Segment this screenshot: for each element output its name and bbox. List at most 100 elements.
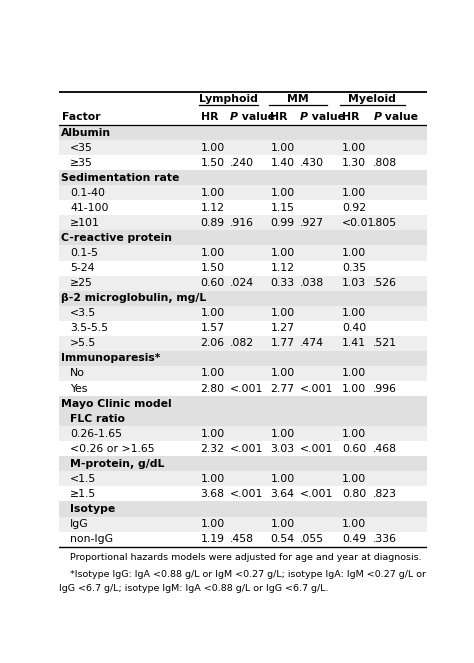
Text: .024: .024 xyxy=(230,278,254,288)
Text: 2.80: 2.80 xyxy=(201,384,225,394)
Bar xyxy=(59,396,427,411)
Bar xyxy=(59,140,427,155)
Bar xyxy=(59,109,427,125)
Text: 0.80: 0.80 xyxy=(342,489,366,499)
Text: 1.00: 1.00 xyxy=(271,369,295,379)
Text: 1.19: 1.19 xyxy=(201,534,225,544)
Text: 0.99: 0.99 xyxy=(271,218,295,228)
Bar xyxy=(59,471,427,487)
Text: .240: .240 xyxy=(230,158,254,168)
Text: ≥35: ≥35 xyxy=(70,158,93,168)
Text: Myeloid: Myeloid xyxy=(348,93,396,103)
Text: 1.00: 1.00 xyxy=(342,429,366,439)
Text: 3.03: 3.03 xyxy=(271,444,295,453)
Text: IgG <6.7 g/L; isotype IgM: IgA <0.88 g/L or IgG <6.7 g/L.: IgG <6.7 g/L; isotype IgM: IgA <0.88 g/L… xyxy=(59,584,329,593)
Text: P: P xyxy=(374,111,382,121)
Text: Factor: Factor xyxy=(62,111,100,121)
Text: 1.03: 1.03 xyxy=(342,278,366,288)
Text: .468: .468 xyxy=(374,444,397,453)
Text: Isotype: Isotype xyxy=(70,504,116,514)
Text: 1.00: 1.00 xyxy=(201,474,225,484)
Text: 1.00: 1.00 xyxy=(201,143,225,152)
Bar xyxy=(59,366,427,381)
Text: P: P xyxy=(300,111,308,121)
Text: .082: .082 xyxy=(230,338,254,348)
Text: 1.77: 1.77 xyxy=(271,338,294,348)
Text: 1.57: 1.57 xyxy=(201,324,225,333)
Text: 1.41: 1.41 xyxy=(342,338,366,348)
Text: Yes: Yes xyxy=(70,384,88,394)
Bar xyxy=(59,487,427,501)
Text: 0.60: 0.60 xyxy=(201,278,225,288)
Text: 1.00: 1.00 xyxy=(201,429,225,439)
Text: 1.27: 1.27 xyxy=(271,324,294,333)
Text: β-2 microglobulin, mg/L: β-2 microglobulin, mg/L xyxy=(61,293,206,303)
Text: .038: .038 xyxy=(300,278,324,288)
Text: value: value xyxy=(238,111,275,121)
Text: 1.00: 1.00 xyxy=(342,384,366,394)
Text: 5-24: 5-24 xyxy=(70,263,95,273)
Text: 2.06: 2.06 xyxy=(201,338,225,348)
Text: value: value xyxy=(382,111,419,121)
Text: Lymphoid: Lymphoid xyxy=(199,93,258,103)
Text: 1.00: 1.00 xyxy=(201,308,225,318)
Text: 1.00: 1.00 xyxy=(271,474,295,484)
Bar xyxy=(59,456,427,471)
Bar xyxy=(59,426,427,442)
Bar xyxy=(59,336,427,351)
Bar xyxy=(59,351,427,366)
Text: 3.5-5.5: 3.5-5.5 xyxy=(70,324,109,333)
Text: Immunoparesis*: Immunoparesis* xyxy=(61,353,161,363)
Bar xyxy=(59,245,427,261)
Text: 1.00: 1.00 xyxy=(201,519,225,529)
Text: .526: .526 xyxy=(374,278,397,288)
Text: .055: .055 xyxy=(300,534,324,544)
Text: P: P xyxy=(230,111,238,121)
Text: <0.26 or >1.65: <0.26 or >1.65 xyxy=(70,444,155,453)
Text: .927: .927 xyxy=(300,218,324,228)
Text: 1.00: 1.00 xyxy=(342,248,366,258)
Text: 0.40: 0.40 xyxy=(342,324,366,333)
Text: .521: .521 xyxy=(374,338,397,348)
Text: 1.30: 1.30 xyxy=(342,158,366,168)
Text: value: value xyxy=(308,111,345,121)
Text: 0.1-40: 0.1-40 xyxy=(70,188,105,198)
Text: M-protein, g/dL: M-protein, g/dL xyxy=(70,459,164,469)
Bar xyxy=(59,306,427,321)
Text: 1.00: 1.00 xyxy=(201,369,225,379)
Text: .805: .805 xyxy=(374,218,398,228)
Bar xyxy=(59,185,427,200)
Text: 2.32: 2.32 xyxy=(201,444,225,453)
Text: MM: MM xyxy=(287,93,309,103)
Bar xyxy=(59,411,427,426)
Text: .336: .336 xyxy=(374,534,397,544)
Text: C-reactive protein: C-reactive protein xyxy=(61,233,172,243)
Text: .458: .458 xyxy=(230,534,254,544)
Bar xyxy=(59,321,427,336)
Text: 1.00: 1.00 xyxy=(342,474,366,484)
Text: 1.00: 1.00 xyxy=(271,308,295,318)
Bar xyxy=(59,231,427,245)
Bar xyxy=(59,92,427,109)
Text: 0.33: 0.33 xyxy=(271,278,295,288)
Text: FLC ratio: FLC ratio xyxy=(70,414,125,424)
Text: HR: HR xyxy=(201,111,218,121)
Text: 1.00: 1.00 xyxy=(201,248,225,258)
Text: ≥1.5: ≥1.5 xyxy=(70,489,97,499)
Text: 0.35: 0.35 xyxy=(342,263,366,273)
Bar xyxy=(59,261,427,276)
Bar xyxy=(59,155,427,170)
Text: <0.01: <0.01 xyxy=(342,218,375,228)
Text: 0.89: 0.89 xyxy=(201,218,225,228)
Bar xyxy=(59,200,427,215)
Text: 3.68: 3.68 xyxy=(201,489,225,499)
Text: 1.00: 1.00 xyxy=(342,519,366,529)
Text: .808: .808 xyxy=(374,158,398,168)
Text: .430: .430 xyxy=(300,158,324,168)
Text: ≥25: ≥25 xyxy=(70,278,93,288)
Text: .916: .916 xyxy=(230,218,254,228)
Text: 1.15: 1.15 xyxy=(271,203,294,213)
Text: 0.60: 0.60 xyxy=(342,444,366,453)
Text: 0.26-1.65: 0.26-1.65 xyxy=(70,429,122,439)
Text: 1.50: 1.50 xyxy=(201,158,225,168)
